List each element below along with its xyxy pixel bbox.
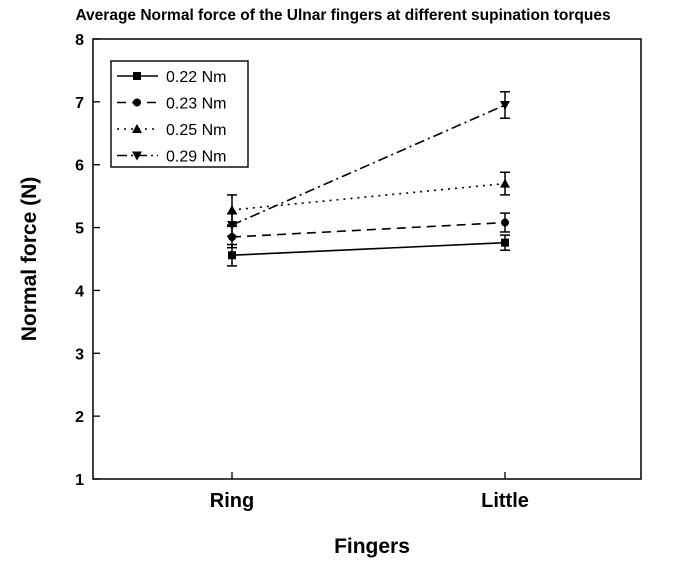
y-axis-label: Normal force (N) xyxy=(18,177,41,342)
triangle-up-marker xyxy=(227,204,237,214)
square-marker xyxy=(501,238,509,247)
triangle-down-marker xyxy=(500,101,510,110)
triangle-up-marker xyxy=(132,124,142,133)
x-axis: Ring Little xyxy=(210,472,529,512)
y-tick-label: 8 xyxy=(75,32,84,49)
triangle-down-marker xyxy=(227,221,237,231)
triangle-up-marker xyxy=(500,178,510,188)
legend-label: 0.25 Nm xyxy=(166,122,226,139)
legend-label: 0.22 Nm xyxy=(166,69,226,86)
legend-label: 0.29 Nm xyxy=(166,149,226,166)
legend: 0.22 Nm 0.23 Nm 0.25 Nm 0.29 Nm xyxy=(110,60,249,168)
y-axis: 1 2 3 4 5 6 7 8 xyxy=(75,32,100,489)
legend-item: 0.25 Nm xyxy=(117,122,226,139)
y-tick-label: 6 xyxy=(75,158,84,175)
x-tick-label: Little xyxy=(481,490,529,512)
series-line xyxy=(231,182,506,211)
triangle-down-marker xyxy=(132,151,142,161)
square-marker xyxy=(228,251,236,260)
square-marker xyxy=(133,72,141,80)
legend-item: 0.29 Nm xyxy=(117,149,226,166)
y-tick-label: 2 xyxy=(75,409,84,426)
circle-marker xyxy=(133,98,141,107)
plot-border xyxy=(92,38,642,480)
series-line xyxy=(231,241,506,257)
legend-label: 0.23 Nm xyxy=(166,96,226,113)
y-tick-label: 7 xyxy=(75,95,84,112)
legend-item: 0.22 Nm xyxy=(117,69,226,86)
series-line xyxy=(231,104,506,226)
y-tick-label: 1 xyxy=(75,472,84,489)
series-layer xyxy=(227,91,510,267)
circle-marker xyxy=(501,218,509,227)
x-tick-label: Ring xyxy=(210,490,254,512)
x-axis-label: Fingers xyxy=(334,535,410,558)
plot-frame xyxy=(92,38,642,480)
series-triangle-down xyxy=(227,91,510,238)
series-line xyxy=(231,221,506,238)
y-tick-label: 5 xyxy=(75,221,84,238)
legend-item: 0.23 Nm xyxy=(117,96,226,113)
y-tick-label: 4 xyxy=(75,283,84,300)
series-square xyxy=(227,234,510,267)
y-tick-label: 3 xyxy=(75,346,84,363)
series-circle xyxy=(227,212,510,249)
chart-title: Average Normal force of the Ulnar finger… xyxy=(75,7,610,24)
series-triangle-up xyxy=(227,171,510,226)
